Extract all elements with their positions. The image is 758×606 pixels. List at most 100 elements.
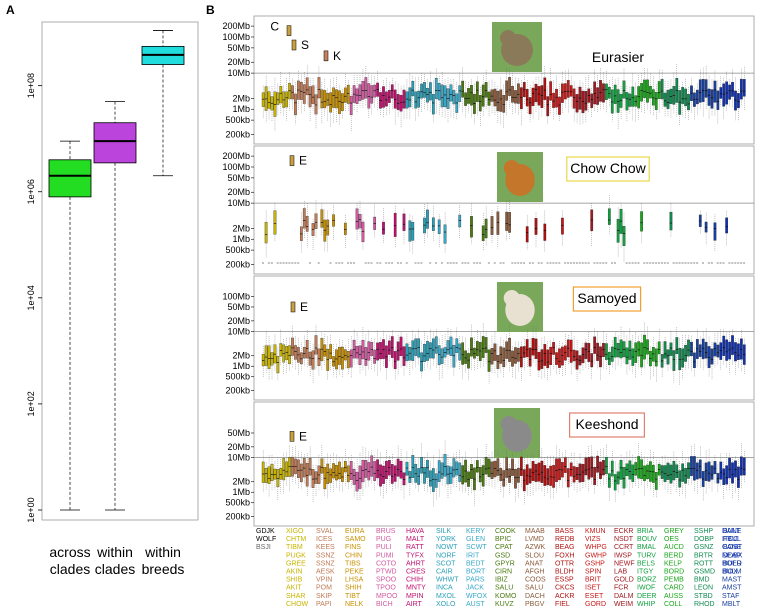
iqr — [493, 343, 497, 361]
iqr — [543, 223, 547, 241]
iqr — [267, 466, 271, 484]
outlier-box — [286, 25, 292, 36]
breed-code: KEES — [316, 544, 335, 551]
breed-box — [490, 335, 494, 373]
iqr — [420, 83, 423, 99]
subpanel-title-text: Chow Chow — [570, 160, 646, 176]
breed-box — [678, 85, 682, 126]
breed-code: ITCC — [722, 536, 738, 543]
iqr — [716, 473, 720, 484]
iqr — [616, 471, 620, 485]
iqr — [370, 341, 374, 356]
breed-code: BORT — [466, 569, 486, 576]
breed-box — [569, 453, 573, 488]
breed-code: AUCD — [664, 544, 684, 551]
breed-box — [695, 456, 699, 495]
iqr — [540, 85, 544, 108]
breed-box — [742, 338, 746, 375]
iqr — [320, 458, 324, 474]
iqr — [534, 218, 538, 235]
iqr — [666, 462, 670, 480]
breed-box — [678, 338, 682, 386]
iqr — [651, 89, 655, 106]
breed-box — [467, 348, 470, 381]
breed-box — [619, 85, 623, 120]
breed-code: DDBX — [723, 552, 743, 559]
iqr — [484, 82, 488, 98]
breed-box — [707, 75, 711, 120]
breed-box — [737, 88, 740, 122]
iqr — [279, 343, 283, 357]
iqr — [437, 82, 441, 101]
iqr — [308, 457, 312, 476]
y-tick-label: 1e+00 — [26, 497, 36, 522]
iqr — [443, 454, 447, 477]
breed-box — [446, 77, 450, 123]
breed-box — [341, 89, 344, 120]
iqr — [525, 88, 529, 107]
iqr — [446, 465, 450, 485]
iqr — [599, 461, 602, 479]
iqr — [581, 347, 585, 364]
breed-box — [396, 335, 400, 376]
breed-code: SKIP — [316, 593, 332, 600]
breed-box — [713, 70, 717, 116]
iqr — [722, 468, 726, 485]
iqr — [376, 459, 379, 479]
iqr — [558, 96, 561, 115]
iqr — [519, 456, 523, 476]
breed-box — [282, 339, 286, 375]
iqr — [434, 336, 438, 354]
breed-box — [323, 457, 327, 497]
box-iqr — [48, 159, 92, 198]
iqr — [361, 80, 365, 100]
breed-box — [361, 327, 365, 371]
breed-box — [411, 330, 415, 370]
breed-box — [508, 199, 511, 240]
breed-box — [493, 82, 497, 115]
breed-box — [675, 327, 679, 364]
breed-box — [616, 77, 620, 129]
iqr — [335, 349, 338, 370]
breed-code: TIBT — [345, 593, 361, 600]
breed-box — [279, 72, 283, 115]
y-tick-label: 50Mb — [227, 43, 250, 53]
iqr — [622, 80, 626, 99]
breed-box — [399, 332, 403, 368]
iqr — [452, 344, 456, 368]
iqr — [417, 90, 421, 108]
breed-box — [701, 67, 705, 118]
iqr — [326, 92, 330, 106]
breed-code: CAIR — [436, 569, 453, 576]
y-tick-label: 10Mb — [227, 452, 250, 462]
breed-code: OTTR — [555, 560, 574, 567]
breed-box — [634, 456, 638, 487]
y-tick-label: 100Mb — [222, 162, 250, 172]
breed-code: BORD — [664, 569, 684, 576]
iqr — [737, 466, 740, 488]
breed-box — [540, 448, 544, 492]
breed-box — [710, 459, 714, 492]
iqr — [569, 85, 573, 97]
breed-box — [273, 461, 277, 490]
breed-box — [511, 346, 514, 378]
iqr — [646, 464, 649, 480]
iqr — [666, 89, 670, 109]
breed-box — [338, 457, 341, 492]
iqr — [402, 213, 406, 231]
breed-box — [264, 462, 268, 490]
iqr — [393, 89, 397, 109]
breed-box — [431, 455, 435, 507]
iqr — [355, 208, 359, 230]
iqr — [499, 346, 503, 364]
breed-box — [505, 200, 509, 241]
iqr — [458, 85, 462, 102]
iqr — [561, 83, 564, 103]
iqr — [373, 349, 377, 364]
breed-box — [725, 71, 729, 112]
iqr — [558, 348, 561, 368]
breed-box — [279, 458, 283, 494]
subpanel-title: Chow Chow — [566, 156, 650, 182]
breed-code: GREY — [664, 528, 684, 535]
breed-box — [563, 70, 567, 108]
